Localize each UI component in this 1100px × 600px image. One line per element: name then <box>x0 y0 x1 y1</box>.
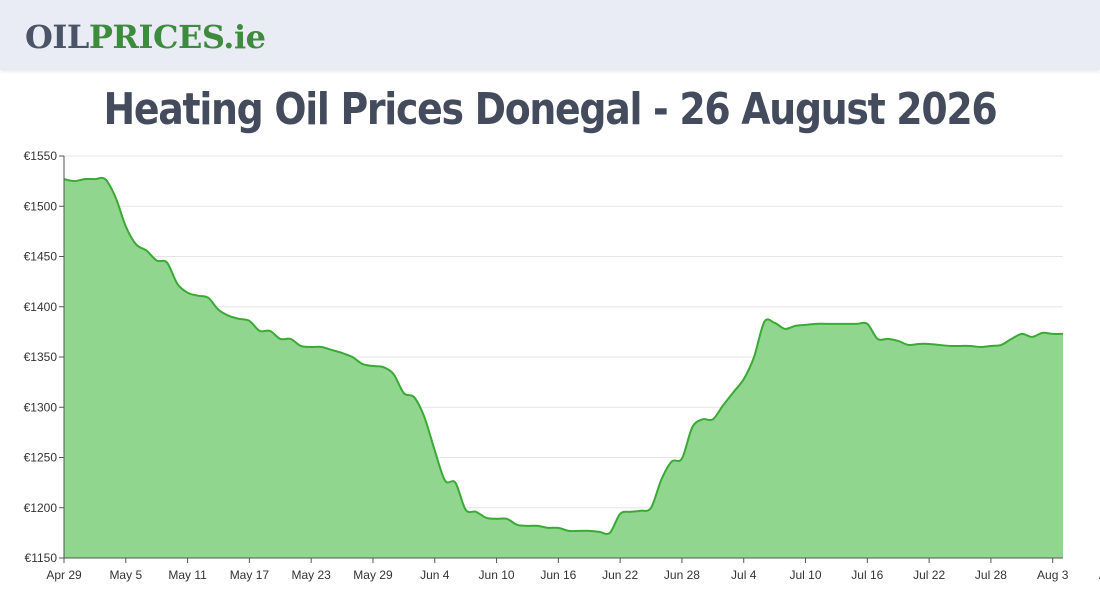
page-title: Heating Oil Prices Donegal - 26 August 2… <box>103 84 998 135</box>
y-tick-label: €1250 <box>24 451 58 465</box>
price-area-fill <box>64 177 1063 558</box>
x-tick-label: May 23 <box>291 568 331 582</box>
x-tick-label: May 29 <box>353 568 393 582</box>
price-area-series <box>63 176 1064 558</box>
logo-text-oil: OIL <box>25 18 89 56</box>
y-tick-label: €1200 <box>24 501 58 515</box>
x-tick-label: Jun 22 <box>602 568 638 582</box>
site-logo[interactable]: OILPRICES.ie <box>25 17 266 57</box>
y-tick-label: €1500 <box>24 199 58 213</box>
y-tick-label: €1300 <box>24 400 58 414</box>
x-tick-label: Jun 10 <box>479 568 515 582</box>
x-tick-label: Jul 28 <box>975 568 1007 582</box>
y-tick-label: €1350 <box>24 350 58 364</box>
x-tick-label: Jul 4 <box>731 568 757 582</box>
x-tick-label: May 5 <box>109 568 142 582</box>
y-axis-ticks: €1150 €1200 €1250 €1300 €1350 €1400 €1450 €1500… <box>24 149 64 565</box>
x-tick-label: Jul 10 <box>790 568 822 582</box>
x-tick-label: Aug 3 <box>1037 568 1069 582</box>
x-tick-label: May 17 <box>230 568 270 582</box>
x-tick-label: Jul 16 <box>851 568 883 582</box>
logo-text-tld: .ie <box>223 18 266 56</box>
y-tick-label: €1400 <box>24 300 58 314</box>
y-tick-label: €1450 <box>24 250 58 264</box>
x-axis-ticks: Apr 29 May 5 May 11 May 17 May 23 May 29 Jun 4… <box>46 558 1100 582</box>
x-tick-label: May 11 <box>168 568 207 582</box>
x-tick-label: Jun 28 <box>664 568 700 582</box>
x-tick-label: Jun 16 <box>540 568 576 582</box>
site-header: OILPRICES.ie <box>0 0 1100 70</box>
y-tick-label: €1550 <box>24 149 58 163</box>
price-line <box>63 176 1064 535</box>
x-tick-label: Apr 29 <box>46 568 82 582</box>
x-tick-label: Aug 9 <box>1099 568 1100 582</box>
logo-text-prices: PRICES <box>88 18 224 56</box>
x-tick-label: Jul 22 <box>913 568 945 582</box>
x-tick-label: Jun 4 <box>420 568 450 582</box>
y-tick-label: €1150 <box>25 551 58 565</box>
